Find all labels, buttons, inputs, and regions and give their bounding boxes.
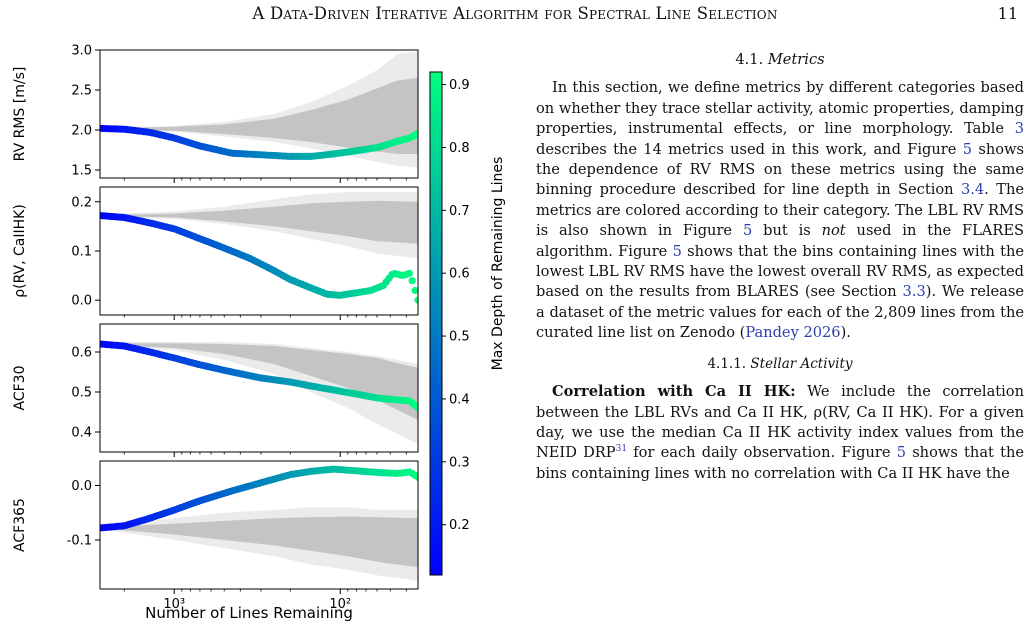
- panel-frame: [99, 460, 419, 590]
- text-run: shows that the bins containing lines wit…: [536, 444, 1024, 482]
- caiihk-paragraph: Correlation with Ca II HK: We include th…: [536, 382, 1024, 484]
- text-run: We include the correlation between the L…: [536, 383, 1024, 462]
- random-band-inner: [100, 516, 418, 568]
- colorbar: [429, 71, 443, 576]
- running-header: A Data-Driven Iterative Algorithm for Sp…: [0, 0, 1030, 40]
- y-tick-label: 0.1: [71, 245, 92, 260]
- data-point: [414, 404, 418, 412]
- y-axis-label: ACF30: [12, 366, 28, 411]
- text-run: for each daily observation. Figure: [627, 444, 897, 462]
- text-run: but is: [752, 222, 822, 240]
- y-tick-label: -0.1: [67, 533, 92, 548]
- text-run: . The metrics are colored according to t…: [536, 181, 1024, 240]
- panel-frame: [99, 323, 419, 453]
- figure-5-link[interactable]: 5: [962, 140, 973, 158]
- x-axis-label: Number of Lines Remaining: [145, 604, 353, 622]
- figure-5-link[interactable]: 5: [672, 242, 682, 260]
- y-tick-label: 0.6: [71, 346, 92, 361]
- metrics-paragraph: In this section, we define metrics by di…: [536, 78, 1024, 343]
- section-number: 4.1.: [735, 51, 764, 68]
- text-run: used in the FLARES algorithm. Figure: [536, 222, 1024, 260]
- y-tick-label: 0.4: [71, 426, 92, 441]
- subsection-heading: 4.1.1. Stellar Activity: [536, 354, 1024, 374]
- colorbar-tick-label: 0.7: [449, 204, 470, 219]
- x-tick-label: 10³: [163, 597, 185, 612]
- footnote-31-link[interactable]: 31: [615, 444, 628, 455]
- random-band-inner: [100, 78, 418, 154]
- colorbar-tick-label: 0.4: [449, 392, 470, 407]
- random-band-inner: [100, 343, 418, 420]
- text-run: ).: [840, 324, 851, 342]
- colorbar-tick-label: 0.3: [449, 455, 470, 470]
- emphasis-not: not: [821, 222, 846, 240]
- text-run: In this section, we define metrics by di…: [536, 79, 1024, 138]
- table-3-link[interactable]: 3: [1014, 120, 1024, 138]
- running-title: A Data-Driven Iterative Algorithm for Sp…: [252, 4, 778, 23]
- pandey-citation-link[interactable]: Pandey 2026: [745, 324, 841, 342]
- y-tick-label: 0.2: [71, 195, 92, 210]
- subsection-title: Stellar Activity: [750, 355, 853, 372]
- y-axis-label: ACF365: [12, 498, 28, 552]
- colorbar-label: Max Depth of Remaining Lines: [490, 157, 506, 371]
- page-number: 11: [997, 4, 1018, 23]
- y-axis-label: RV RMS [m/s]: [12, 67, 28, 162]
- x-tick-label: 10²: [329, 597, 351, 612]
- y-tick-label: 3.0: [71, 44, 92, 59]
- colorbar-tick-label: 0.6: [449, 267, 470, 282]
- colorbar-tick-label: 0.5: [449, 330, 470, 345]
- data-point: [408, 277, 416, 285]
- text-run: ). We release a dataset of the metric va…: [536, 283, 1024, 342]
- random-band-inner: [100, 200, 418, 244]
- section-heading: 4.1. Metrics: [536, 50, 1024, 70]
- colorbar-tick-label: 0.8: [449, 141, 470, 156]
- panel-frame: [99, 49, 419, 179]
- figure-5-chart: 1.5 2.0 2.5 3.0 RV RMS [m/s] 0.0 0.1 0.2 ρ(RV, C…: [12, 44, 506, 623]
- data-point: [414, 129, 418, 137]
- y-tick-label: 2.5: [71, 84, 92, 99]
- y-tick-label: 0.5: [71, 386, 92, 401]
- figure-5-link[interactable]: 5: [896, 444, 906, 462]
- data-point: [414, 473, 418, 481]
- section-3-3-link[interactable]: 3.3: [902, 283, 926, 301]
- y-tick-label: 2.0: [71, 124, 92, 139]
- figure-5-link[interactable]: 5: [742, 222, 753, 240]
- text-run: describes the 14 metrics used in this wo…: [536, 140, 963, 158]
- section-3-4-link[interactable]: 3.4: [960, 181, 985, 199]
- y-tick-label: 1.5: [71, 164, 92, 179]
- text-column: 4.1. Metrics In this section, we define …: [536, 44, 1024, 484]
- text-run: shows the dependence of RV RMS on these …: [536, 140, 1025, 199]
- colorbar-tick-label: 0.9: [449, 78, 470, 93]
- caiihk-heading: Correlation with Ca II HK:: [552, 383, 796, 401]
- data-point: [414, 296, 418, 304]
- colorbar-tick-label: 0.2: [449, 518, 470, 533]
- text-run: shows that the bins containing lines wit…: [536, 242, 1024, 301]
- y-axis-label: ρ(RV, CaIIHK): [12, 204, 28, 298]
- y-tick-label: 0.0: [71, 294, 92, 309]
- data-point: [405, 269, 413, 277]
- data-point: [411, 286, 418, 295]
- subsection-number: 4.1.1.: [707, 355, 747, 372]
- section-title: Metrics: [767, 51, 825, 68]
- y-tick-label: 0.0: [71, 479, 92, 494]
